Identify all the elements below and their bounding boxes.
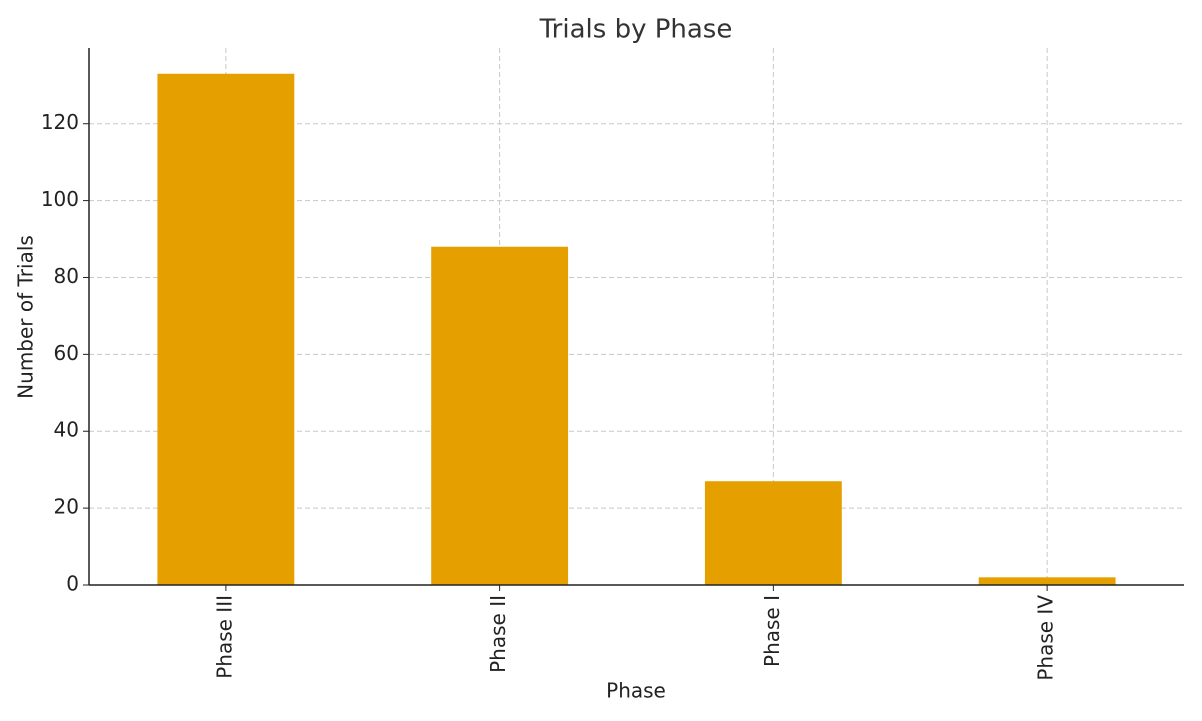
y-tick-label: 100 [41, 187, 79, 211]
y-tick-label: 120 [41, 110, 79, 134]
y-tick-label: 80 [54, 264, 79, 288]
x-tick-label: Phase I [760, 595, 784, 667]
bar [157, 73, 295, 586]
y-tick-label: 20 [54, 495, 79, 519]
x-axis-label: Phase [606, 679, 666, 703]
y-tick-label: 60 [54, 341, 79, 365]
y-tick-label: 40 [54, 418, 79, 442]
y-tick-label: 0 [66, 572, 79, 596]
y-axis-label: Number of Trials [14, 235, 38, 399]
bar [978, 577, 1116, 585]
bar [704, 481, 842, 585]
x-tick-label: Phase II [486, 595, 510, 673]
x-tick-label: Phase IV [1034, 595, 1058, 681]
chart-title: Trials by Phase [539, 15, 733, 45]
bar [431, 246, 569, 585]
x-tick-label: Phase III [212, 595, 236, 679]
